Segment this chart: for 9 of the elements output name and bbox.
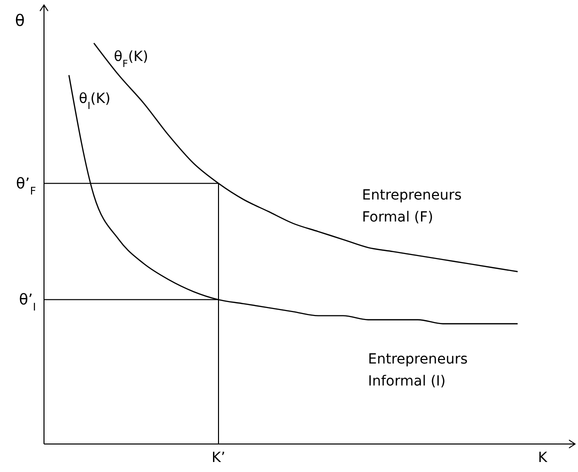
x-tick-label: K’ — [212, 450, 226, 466]
series-label: θ$_{I}$(K) — [78, 91, 111, 112]
series-label: θ$_{F}$(K) — [114, 49, 148, 70]
annotation: Entrepreneurs Formal (F) — [362, 188, 462, 226]
ref-line-label: θ’$_{I}$ — [18, 290, 36, 314]
x-tick-label: K — [538, 450, 548, 466]
annotation: Entrepreneurs Informal (I) — [368, 352, 468, 390]
ref-line-label: θ’$_{F}$ — [16, 174, 36, 198]
y-axis-title: θ — [15, 11, 25, 30]
